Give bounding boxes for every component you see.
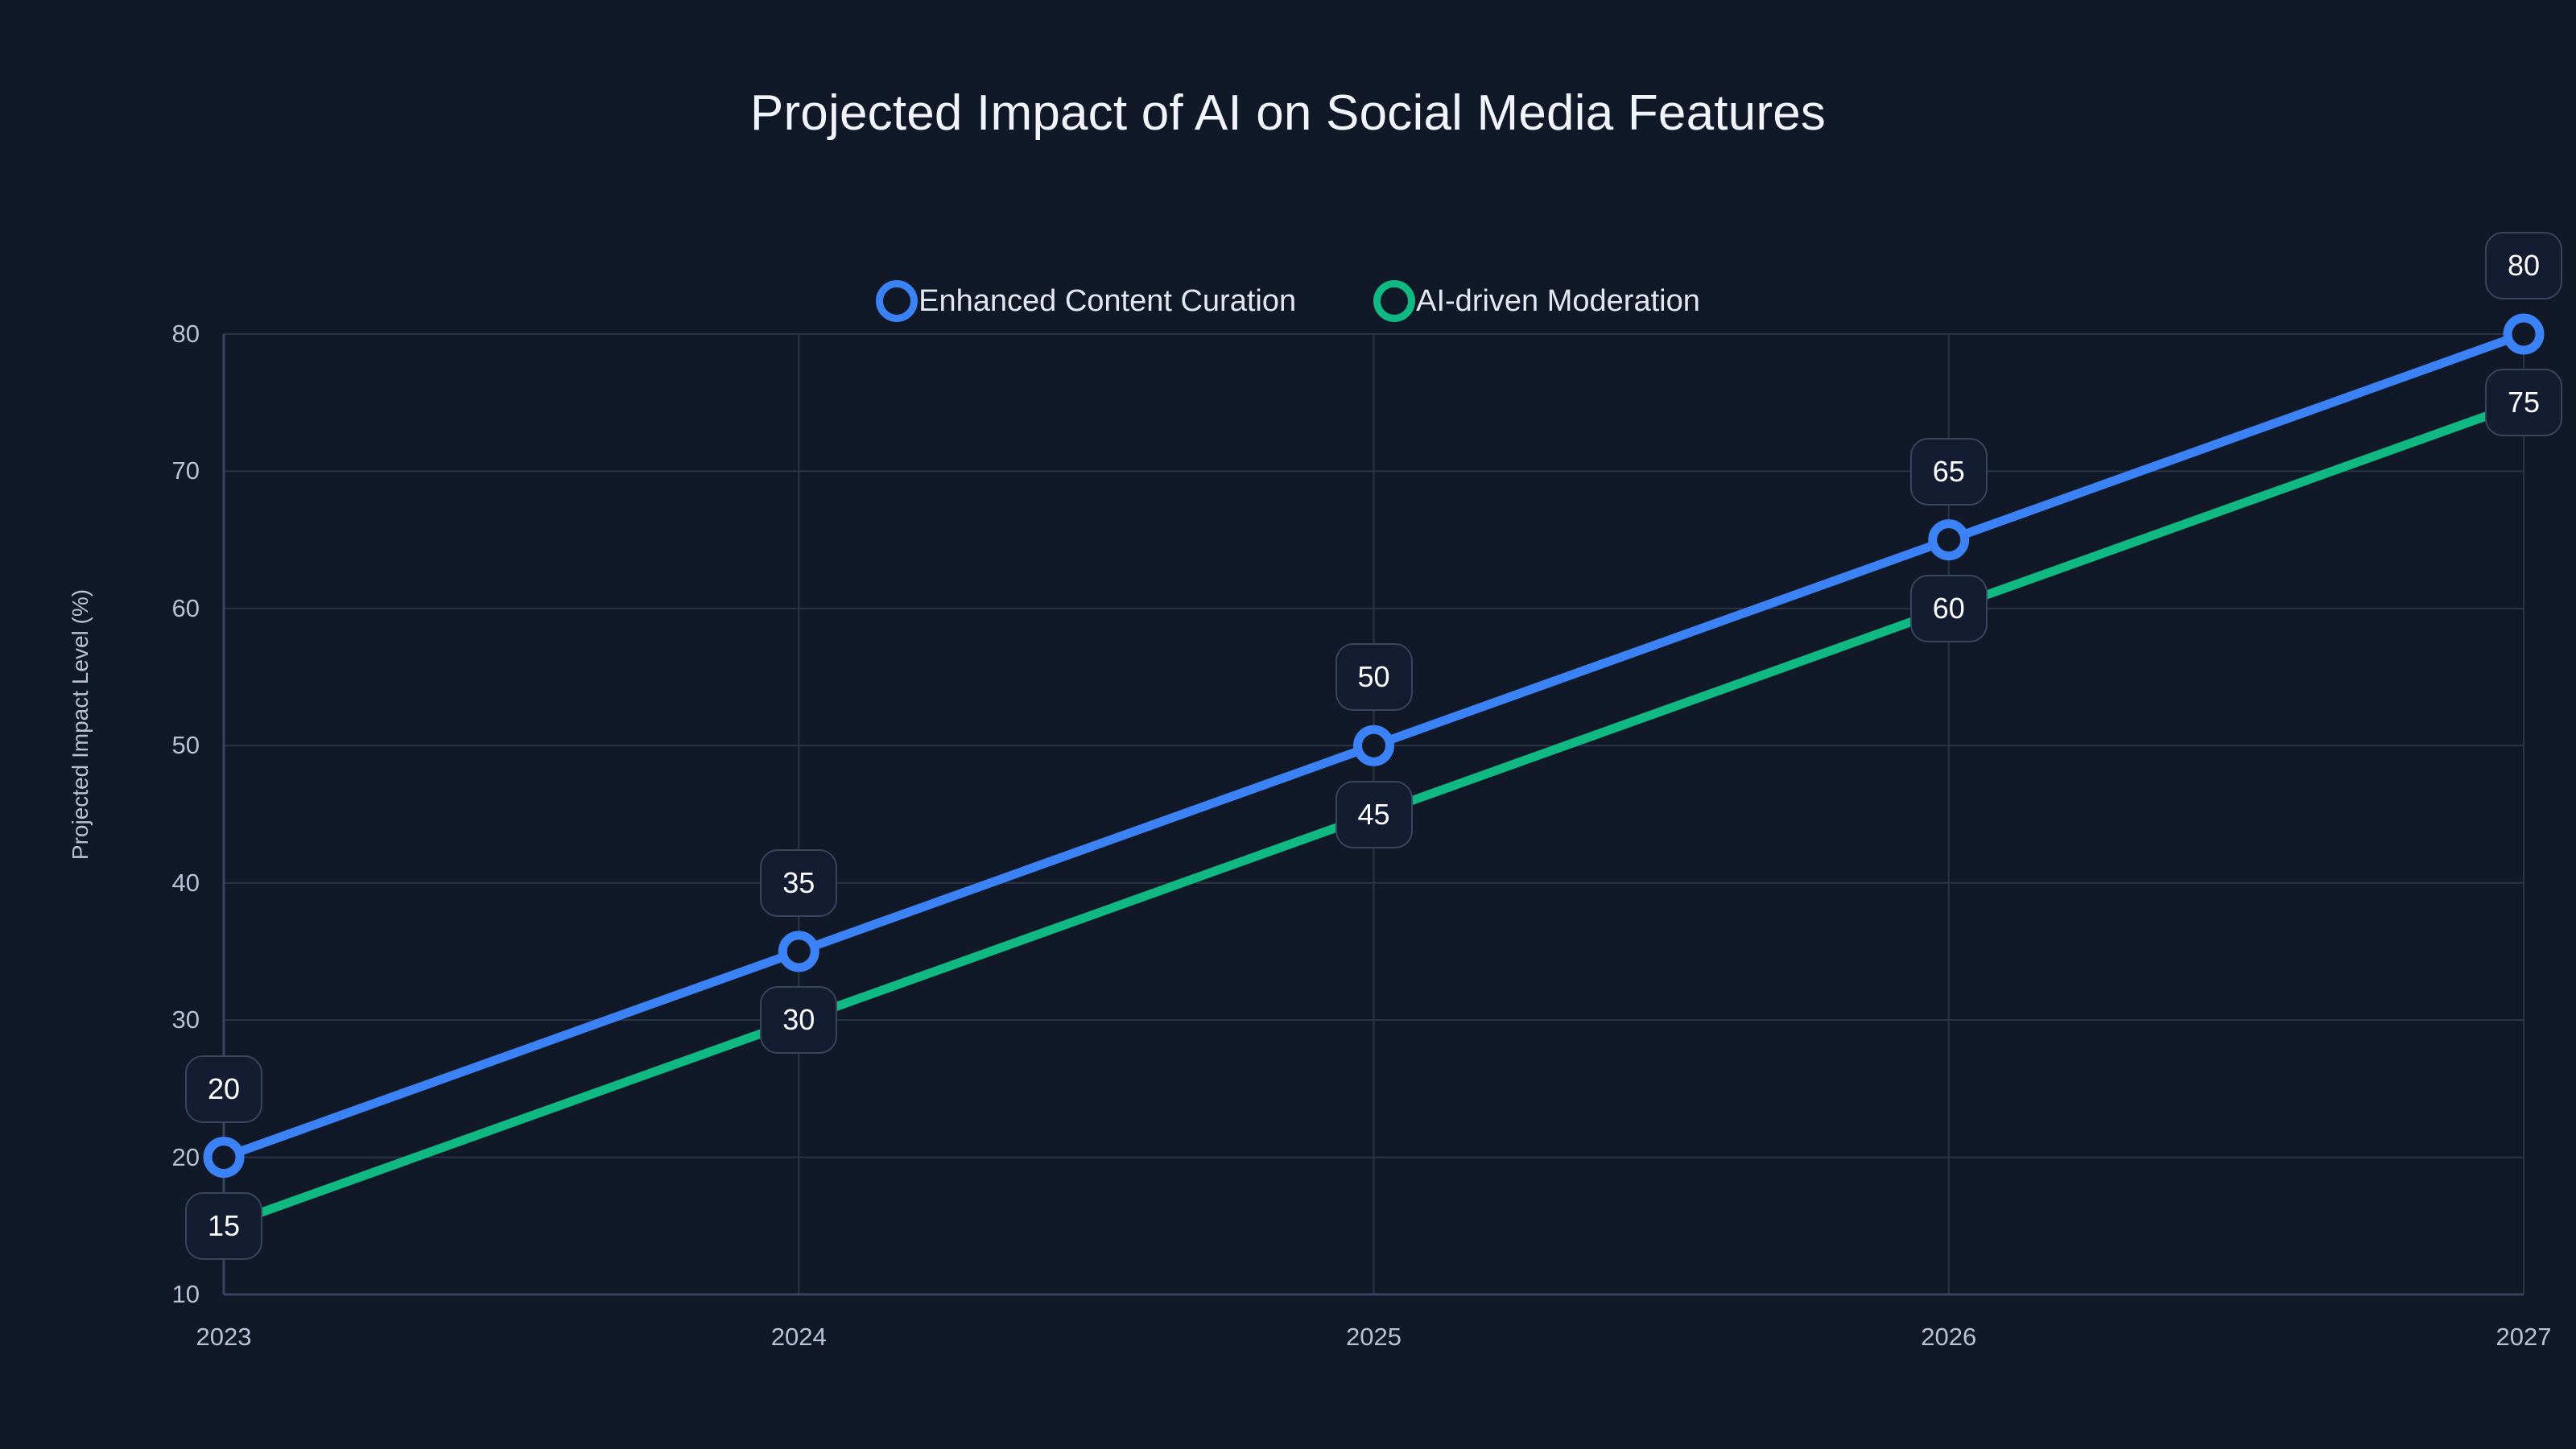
legend-label-series-1: Enhanced Content Curation: [919, 283, 1297, 318]
data-point-label: 15: [184, 1191, 263, 1260]
y-axis-tick-label: 20: [171, 1142, 200, 1171]
data-point-label: 80: [2484, 232, 2563, 299]
y-axis-tick-label: 80: [171, 320, 200, 348]
x-axis-tick-label: 2027: [2496, 1323, 2552, 1351]
data-point-label: 20: [184, 1055, 263, 1123]
x-axis-tick-label: 2024: [770, 1323, 827, 1351]
x-axis-tick-label: 2026: [1921, 1323, 1977, 1351]
x-axis-tick-label: 2025: [1346, 1323, 1402, 1351]
chart-title: Projected Impact of AI on Social Media F…: [749, 85, 1827, 141]
data-point-label: 65: [1909, 437, 1988, 506]
x-axis-tick-label: 2023: [196, 1323, 252, 1351]
legend-item-series-1[interactable]: Enhanced Content Curation: [876, 280, 1296, 322]
data-point-label: 75: [2484, 369, 2563, 437]
legend-item-series-2[interactable]: AI-driven Moderation: [1373, 280, 1700, 322]
data-point-label: 60: [1909, 574, 1988, 642]
axis-lines: [222, 334, 2524, 1296]
y-axis-tick-label: 50: [171, 731, 200, 760]
circle-outline-icon: [876, 280, 919, 322]
y-axis-tick-label: 60: [171, 593, 200, 622]
y-axis-tick-label: 70: [171, 456, 200, 485]
data-point-label: 50: [1335, 643, 1413, 712]
y-axis-title: Projected Impact Level (%): [68, 588, 93, 861]
y-axis-tick-label: 30: [171, 1005, 200, 1034]
data-point-label: 30: [760, 986, 838, 1055]
legend-label-series-2: AI-driven Moderation: [1416, 283, 1700, 318]
data-point-label: 45: [1335, 780, 1413, 848]
data-point-label: 35: [760, 848, 838, 917]
y-axis-tick-label: 40: [171, 868, 200, 897]
circle-outline-icon: [1373, 280, 1416, 322]
chart-legend: Enhanced Content Curation AI-driven Mode…: [0, 280, 2576, 322]
y-axis-tick-label: 10: [171, 1280, 200, 1308]
